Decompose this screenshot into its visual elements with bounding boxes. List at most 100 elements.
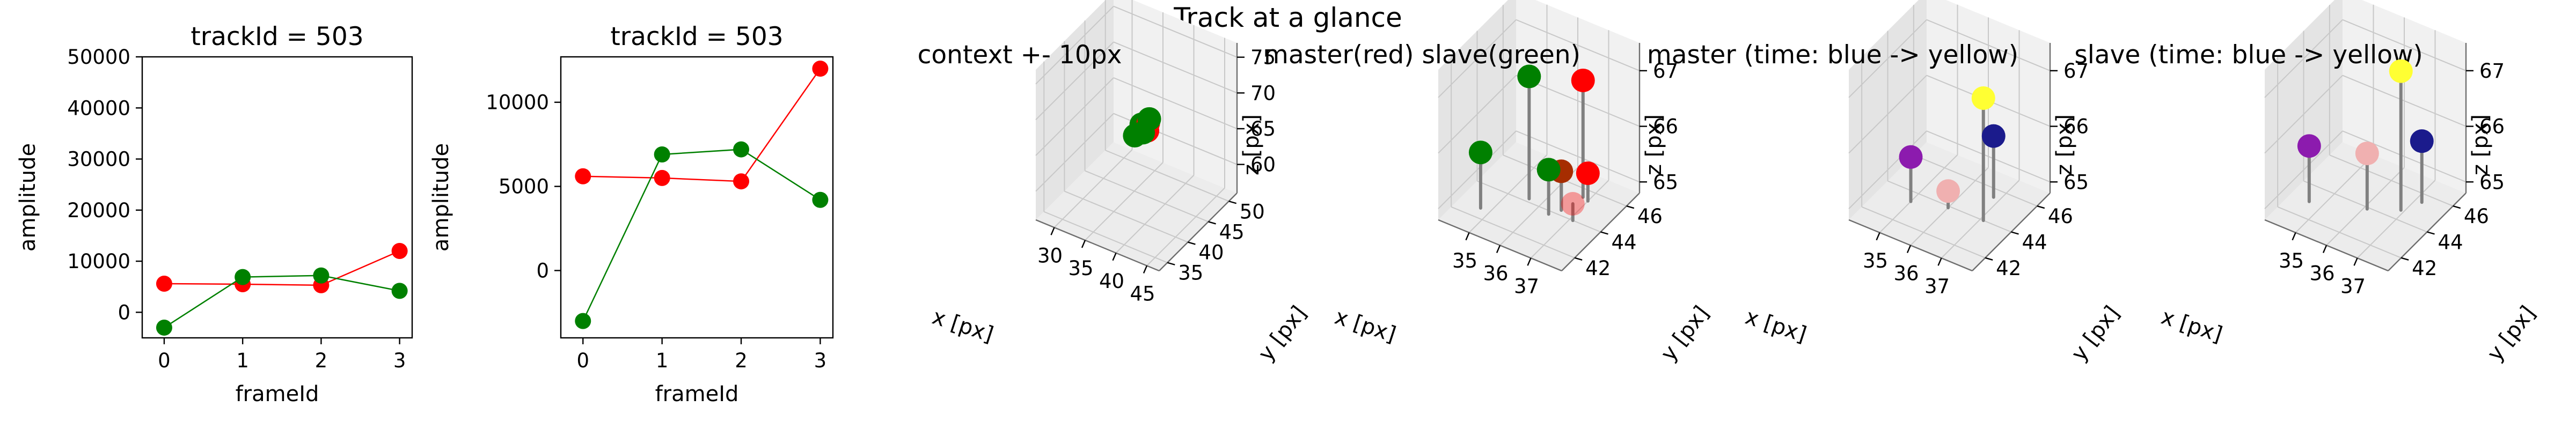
- y-tick-label: 44: [1612, 231, 1637, 254]
- y-axis-label: y [px]: [2067, 301, 2125, 366]
- x-tick-label: 35: [1863, 249, 1888, 272]
- data-point: [1899, 145, 1923, 169]
- x-axis-line: [1035, 219, 1160, 272]
- data-point: [654, 169, 670, 186]
- grid-line: [1115, 175, 1195, 254]
- data-point: [812, 60, 829, 77]
- grid-line: [2342, 19, 2467, 71]
- x-tick: [1112, 253, 1117, 261]
- y-tick-label: 5000: [499, 175, 549, 198]
- y-tick: [2011, 231, 2019, 235]
- master-point: [1576, 161, 1600, 186]
- x-tick: [1906, 245, 1912, 253]
- y-axis-label: y [px]: [2483, 301, 2541, 366]
- z-axis-label: z [px]: [2468, 114, 2493, 175]
- data-point: [1123, 124, 1147, 148]
- grid-line: [1438, 130, 1517, 209]
- grid-line: [1861, 206, 1986, 258]
- x-tick: [2292, 232, 2296, 241]
- y-tick-label: 0: [118, 301, 130, 324]
- data-point: [1936, 179, 1960, 203]
- series-line-1: [583, 68, 821, 182]
- series-line-2: [164, 275, 400, 328]
- x-tick: [1937, 257, 1942, 266]
- grid-line: [1438, 75, 1517, 154]
- x-tick: [1050, 227, 1055, 235]
- y-tick: [1985, 257, 1993, 261]
- y-tick: [1208, 221, 1216, 225]
- x-tick-label: 37: [1924, 275, 1950, 298]
- grid-line: [2277, 206, 2402, 258]
- z-tick-label: 67: [2479, 60, 2505, 83]
- x-tick: [2353, 257, 2358, 266]
- y-tick-label: 50000: [67, 46, 130, 69]
- z-tick-label: 66: [2479, 115, 2505, 138]
- grid-line: [1516, 19, 1640, 71]
- data-point: [391, 243, 408, 260]
- y-tick-label: 50: [1240, 200, 1265, 223]
- grid-line: [1035, 5, 1114, 85]
- grid-line: [2264, 19, 2343, 98]
- master-point: [1571, 68, 1595, 92]
- x-tick-label: 36: [2309, 262, 2334, 285]
- grid-line: [1146, 187, 1225, 267]
- y-tick: [2401, 257, 2409, 261]
- grid-line: [1913, 154, 2038, 207]
- chart-title: trackId = 503: [610, 22, 783, 51]
- grid-line: [1451, 206, 1575, 258]
- grid-line: [2303, 180, 2427, 233]
- grid-line: [2264, 75, 2343, 154]
- y-tick-label: 35: [1178, 262, 1203, 285]
- y-tick-label: 42: [1996, 257, 2021, 280]
- grid-line: [1085, 170, 1209, 223]
- grid-line: [1477, 180, 1601, 233]
- grid-line: [1053, 149, 1133, 228]
- data-point: [235, 269, 251, 285]
- x-axis-label: x [px]: [2158, 305, 2225, 347]
- grid-line: [1926, 130, 2051, 183]
- y-tick-label: 40000: [67, 97, 130, 120]
- z-tick-label: 65: [1653, 171, 1678, 194]
- grid-line: [2329, 154, 2454, 207]
- grid-line: [2264, 130, 2343, 209]
- z-tick-label: 66: [1653, 115, 1678, 138]
- grid-line: [1043, 211, 1168, 263]
- y-axis-label: amplitude: [429, 143, 453, 252]
- data-point: [156, 276, 172, 292]
- y-tick: [2427, 231, 2435, 235]
- z-tick-label: 65: [2479, 171, 2505, 194]
- data-point: [733, 173, 750, 190]
- x-tick-label: 3: [814, 349, 827, 372]
- grid-line: [1438, 19, 1517, 98]
- line-chart-2: trackId = 503 amplitude frameId 0 1 2 3 0 5000 10…: [429, 22, 834, 406]
- data-point: [654, 146, 670, 162]
- y-tick-label: 30000: [67, 148, 130, 171]
- z-tick-label: 65: [1250, 117, 1276, 140]
- grid-line: [1926, 19, 2051, 71]
- grid-line: [1064, 190, 1188, 243]
- y-tick-label: 46: [2048, 205, 2073, 228]
- master-point: [1561, 192, 1585, 216]
- grid-line: [1035, 41, 1114, 121]
- chart-title: trackId = 503: [191, 22, 363, 51]
- x-tick-label: 37: [2340, 275, 2366, 298]
- y-tick-label: 10000: [67, 250, 130, 273]
- data-point: [812, 191, 829, 208]
- x-tick-label: 36: [1893, 262, 1919, 285]
- z-tick-label: 75: [1250, 46, 1276, 69]
- y-tick: [2453, 205, 2461, 209]
- y-tick-label: 42: [1585, 257, 1611, 280]
- y-tick-label: 42: [2412, 257, 2437, 280]
- y-tick: [1600, 231, 1608, 235]
- x-tick-label: 37: [1514, 275, 1539, 298]
- data-point: [1981, 124, 2006, 148]
- grid-line: [1113, 41, 1238, 94]
- x-tick-label: 2: [315, 349, 328, 372]
- data-point: [575, 168, 591, 184]
- figure-title: Track at a glance: [1173, 2, 1402, 33]
- y-tick-label: 44: [2438, 231, 2463, 254]
- x-axis-label: x [px]: [1331, 305, 1399, 347]
- x-axis-label: x [px]: [1742, 305, 1809, 347]
